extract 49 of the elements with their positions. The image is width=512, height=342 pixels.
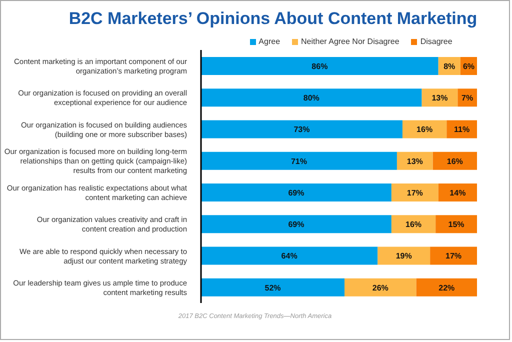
data-label: 14% xyxy=(450,188,466,198)
data-label: 19% xyxy=(396,252,412,261)
chart-title: B2C Marketers’ Opinions About Content Marketing xyxy=(68,9,478,29)
data-label: 86% xyxy=(312,62,328,71)
data-label: 13% xyxy=(406,156,423,166)
data-label: 22% xyxy=(438,283,455,292)
data-label: 13% xyxy=(432,94,448,103)
bar xyxy=(201,56,438,75)
data-label: 71% xyxy=(290,156,307,166)
bar xyxy=(432,152,477,170)
data-label: 52% xyxy=(264,283,281,292)
data-label: 17% xyxy=(446,252,462,261)
bar xyxy=(438,183,477,202)
legend-label: Neither Agree Nor Disagree xyxy=(300,37,400,46)
data-label: 15% xyxy=(448,220,464,230)
data-label: 16% xyxy=(406,220,422,230)
data-label: 80% xyxy=(303,94,320,103)
legend-label: Disagree xyxy=(419,37,452,46)
bar xyxy=(201,88,422,107)
bar xyxy=(201,120,402,138)
bar xyxy=(396,152,433,170)
bar xyxy=(436,215,477,234)
bar xyxy=(201,183,392,202)
bar xyxy=(391,215,436,234)
data-label: 16% xyxy=(446,156,463,166)
bar xyxy=(416,278,477,296)
data-label: 16% xyxy=(416,125,433,134)
bar xyxy=(201,278,345,296)
data-label: 6% xyxy=(462,62,474,71)
bar xyxy=(402,120,447,138)
bar xyxy=(430,246,477,265)
data-label: 64% xyxy=(281,252,298,261)
legend-label: Agree xyxy=(258,37,280,46)
data-label: 26% xyxy=(372,283,388,292)
bar xyxy=(201,215,392,234)
bar xyxy=(201,246,378,265)
bar xyxy=(201,152,397,170)
bar xyxy=(446,120,477,138)
bar xyxy=(458,88,477,107)
data-label: 11% xyxy=(454,125,470,134)
bar xyxy=(344,278,416,296)
data-label: 8% xyxy=(444,62,456,71)
data-label: 7% xyxy=(462,94,474,103)
data-label: 69% xyxy=(288,220,304,230)
data-label: 73% xyxy=(294,125,310,134)
data-label: 69% xyxy=(288,188,304,198)
bar xyxy=(391,183,438,202)
data-label: 17% xyxy=(406,188,423,198)
bar xyxy=(378,246,430,265)
